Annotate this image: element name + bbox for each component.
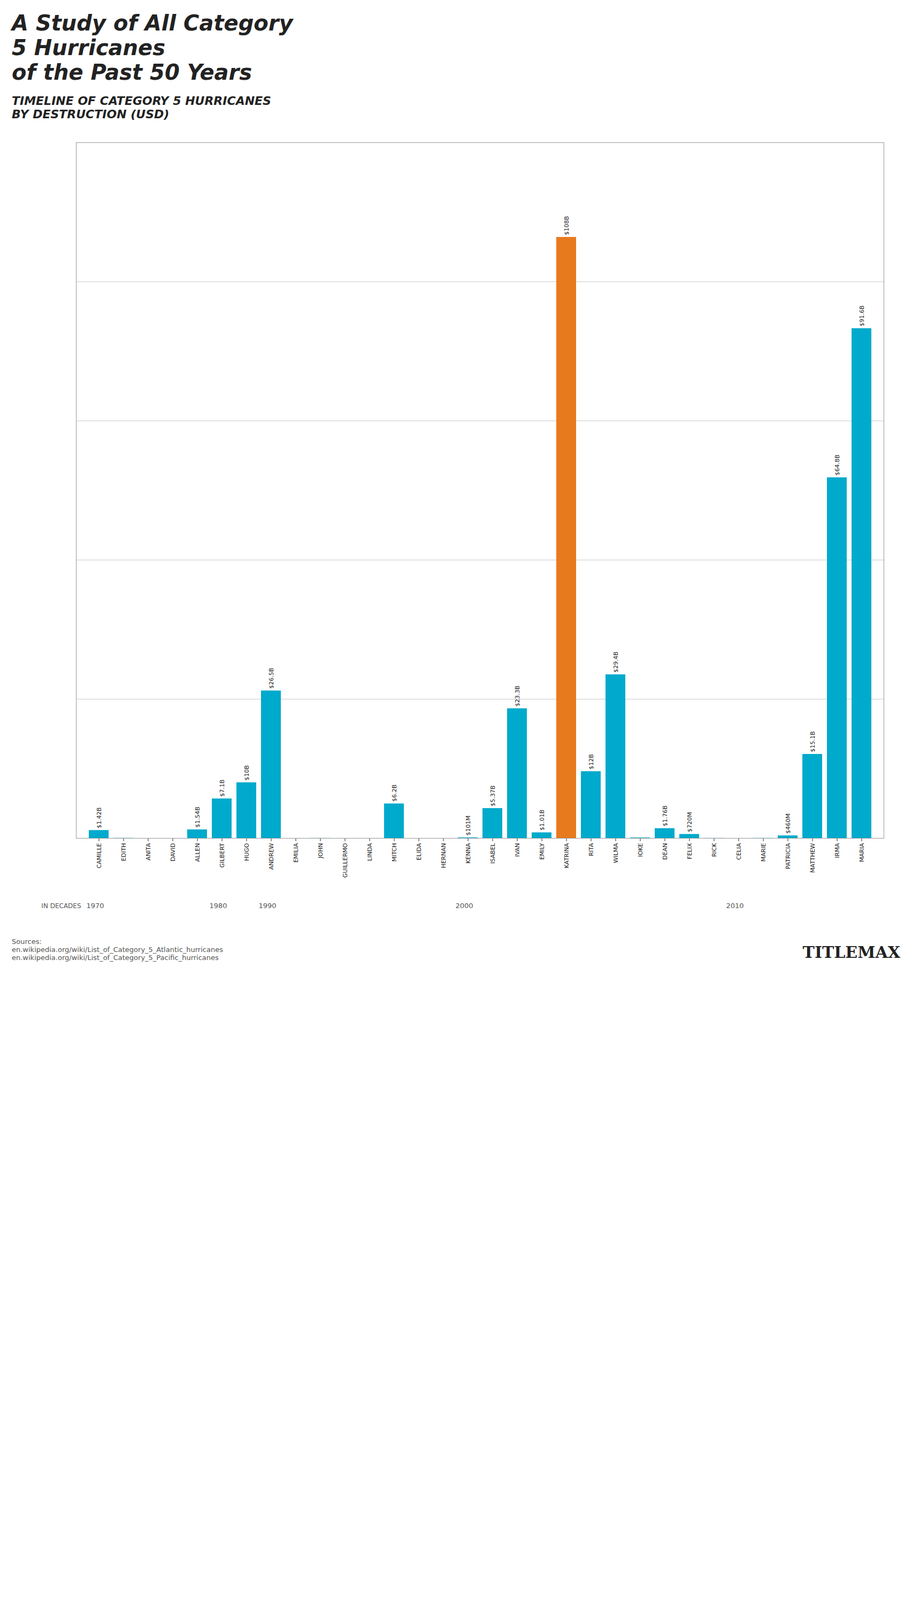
svg-text:FELIX: FELIX bbox=[686, 842, 694, 860]
svg-text:KENNA: KENNA bbox=[464, 842, 472, 864]
svg-text:1990: 1990 bbox=[258, 901, 277, 910]
svg-text:HUGO: HUGO bbox=[243, 842, 251, 861]
svg-text:$1.42B: $1.42B bbox=[95, 807, 103, 829]
html-text:TIMELINE OF CATEGORY 5 HURRICA: TIMELINE OF CATEGORY 5 HURRICANES BY DES… bbox=[11, 94, 272, 121]
svg-text:$1.01B: $1.01B bbox=[538, 809, 546, 831]
svg-text:$1.54B: $1.54B bbox=[194, 806, 202, 827]
svg-text:$15.1B: $15.1B bbox=[809, 730, 817, 752]
svg-text:PATRICIA: PATRICIA bbox=[784, 842, 792, 869]
svg-text:MATTHEW: MATTHEW bbox=[809, 842, 817, 873]
svg-text:KATRINA: KATRINA bbox=[563, 842, 571, 869]
svg-text:LINDA: LINDA bbox=[366, 842, 374, 861]
svg-text:MITCH: MITCH bbox=[391, 842, 398, 862]
svg-text:1980: 1980 bbox=[209, 901, 228, 910]
svg-text:$29.4B: $29.4B bbox=[612, 651, 620, 673]
svg-text:ANDREW: ANDREW bbox=[267, 842, 275, 870]
svg-text:CELIA: CELIA bbox=[735, 842, 743, 860]
svg-text:EMILY: EMILY bbox=[538, 842, 546, 860]
html-text:A Study of All Category 5 Hurr: A Study of All Category 5 Hurricanes of … bbox=[11, 10, 293, 85]
svg-text:RITA: RITA bbox=[587, 842, 595, 856]
svg-text:$10B: $10B bbox=[243, 764, 251, 781]
svg-text:IOKE: IOKE bbox=[637, 842, 645, 857]
svg-text:$91.6B: $91.6B bbox=[858, 305, 866, 327]
svg-text:2000: 2000 bbox=[455, 901, 474, 910]
svg-text:EDITH: EDITH bbox=[120, 842, 128, 862]
svg-text:1970: 1970 bbox=[86, 901, 105, 910]
html-text:Sources: en.wikipedia.org/wiki: Sources: en.wikipedia.org/wiki/List_of_C… bbox=[11, 937, 224, 962]
svg-text:GUILLERMO: GUILLERMO bbox=[341, 842, 349, 878]
svg-text:$23.3B: $23.3B bbox=[514, 685, 521, 707]
svg-text:$5.37B: $5.37B bbox=[489, 785, 497, 807]
svg-text:MARIA: MARIA bbox=[858, 842, 866, 862]
svg-text:HERNAN: HERNAN bbox=[440, 842, 448, 869]
svg-text:JOHN: JOHN bbox=[317, 842, 325, 859]
svg-text:WILMA: WILMA bbox=[612, 842, 620, 863]
svg-text:ALLEN: ALLEN bbox=[194, 842, 202, 862]
svg-text:$26.5B: $26.5B bbox=[267, 667, 275, 689]
svg-text:$12B: $12B bbox=[587, 753, 595, 770]
svg-text:IVAN: IVAN bbox=[514, 842, 521, 857]
svg-text:IN DECADES: IN DECADES bbox=[41, 901, 81, 910]
html-text:TITLEMAX: TITLEMAX bbox=[802, 942, 901, 962]
svg-text:DAVID: DAVID bbox=[169, 842, 177, 862]
svg-text:$101M: $101M bbox=[464, 815, 472, 836]
svg-text:ISABEL: ISABEL bbox=[489, 842, 497, 864]
svg-text:MARIE: MARIE bbox=[760, 842, 768, 862]
svg-text:$64.8B: $64.8B bbox=[833, 454, 841, 476]
svg-text:IRMA: IRMA bbox=[833, 842, 841, 858]
svg-text:$7.1B: $7.1B bbox=[218, 779, 226, 797]
svg-text:ANITA: ANITA bbox=[144, 842, 152, 861]
svg-text:DEAN: DEAN bbox=[661, 842, 669, 860]
svg-text:$1.76B: $1.76B bbox=[661, 805, 669, 826]
svg-text:RICK: RICK bbox=[710, 842, 718, 857]
svg-text:ELIDA: ELIDA bbox=[415, 842, 423, 861]
svg-text:CAMILLE: CAMILLE bbox=[95, 842, 103, 868]
svg-text:$108B: $108B bbox=[563, 216, 571, 236]
svg-text:EMILIA: EMILIA bbox=[292, 842, 300, 863]
svg-text:$6.2B: $6.2B bbox=[391, 784, 398, 802]
svg-text:2010: 2010 bbox=[726, 901, 745, 910]
svg-text:$720M: $720M bbox=[686, 811, 694, 833]
svg-text:GILBERT: GILBERT bbox=[218, 842, 226, 868]
svg-text:$460M: $460M bbox=[784, 813, 792, 834]
